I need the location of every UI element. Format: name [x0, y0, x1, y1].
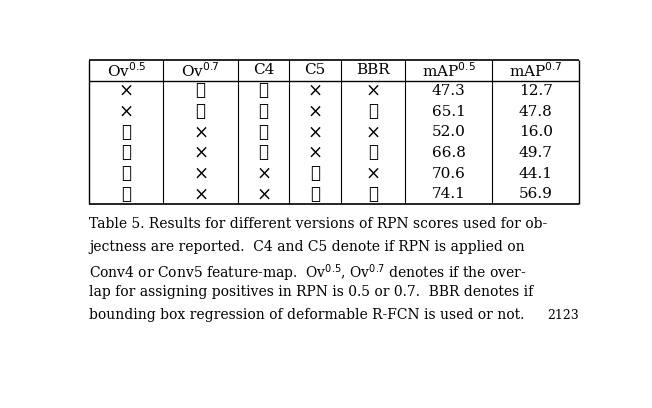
- Text: 44.1: 44.1: [519, 166, 553, 180]
- Text: ×: ×: [366, 123, 381, 141]
- Text: ×: ×: [119, 82, 134, 100]
- Text: ✓: ✓: [310, 165, 320, 182]
- Text: 65.1: 65.1: [432, 104, 466, 119]
- Text: ✓: ✓: [121, 144, 131, 161]
- Text: 56.9: 56.9: [519, 187, 553, 201]
- Text: ×: ×: [308, 123, 323, 141]
- Text: ✓: ✓: [259, 124, 269, 141]
- Text: 47.8: 47.8: [519, 104, 553, 119]
- Text: lap for assigning positives in RPN is 0.5 or 0.7.  BBR denotes if: lap for assigning positives in RPN is 0.…: [89, 285, 533, 299]
- Text: ✓: ✓: [259, 144, 269, 161]
- Text: 52.0: 52.0: [432, 125, 466, 139]
- Text: ×: ×: [366, 164, 381, 182]
- Text: ✓: ✓: [368, 186, 378, 203]
- Text: 74.1: 74.1: [432, 187, 466, 201]
- Text: ✓: ✓: [259, 103, 269, 120]
- Text: ×: ×: [256, 185, 271, 203]
- Text: 16.0: 16.0: [519, 125, 553, 139]
- Text: bounding box regression of deformable R-FCN is used or not.: bounding box regression of deformable R-…: [89, 308, 524, 322]
- Text: ×: ×: [308, 82, 323, 100]
- Text: Table 5. Results for different versions of RPN scores used for ob-: Table 5. Results for different versions …: [89, 217, 547, 231]
- Text: ×: ×: [193, 144, 208, 162]
- Text: C4: C4: [253, 63, 274, 77]
- Text: ✓: ✓: [121, 124, 131, 141]
- Text: ✓: ✓: [368, 144, 378, 161]
- Text: 12.7: 12.7: [519, 84, 553, 98]
- Text: 49.7: 49.7: [519, 146, 553, 160]
- Text: C5: C5: [304, 63, 326, 77]
- Text: ×: ×: [308, 102, 323, 121]
- Text: ✓: ✓: [121, 186, 131, 203]
- Text: ✓: ✓: [196, 82, 205, 100]
- Text: Conv4 or Conv5 feature-map.  Ov$^{0.5}$, Ov$^{0.7}$ denotes if the over-: Conv4 or Conv5 feature-map. Ov$^{0.5}$, …: [89, 262, 526, 284]
- Text: ×: ×: [366, 82, 381, 100]
- Text: ×: ×: [193, 123, 208, 141]
- Text: ✓: ✓: [368, 103, 378, 120]
- Text: ✓: ✓: [310, 186, 320, 203]
- Text: $\mathregular{Ov}^{0.5}$: $\mathregular{Ov}^{0.5}$: [107, 61, 146, 80]
- Text: BBR: BBR: [357, 63, 390, 77]
- Text: ×: ×: [308, 144, 323, 162]
- Text: 66.8: 66.8: [432, 146, 466, 160]
- Text: 2123: 2123: [548, 309, 579, 322]
- Text: 47.3: 47.3: [432, 84, 466, 98]
- Text: ✓: ✓: [121, 165, 131, 182]
- Text: jectness are reported.  C4 and C5 denote if RPN is applied on: jectness are reported. C4 and C5 denote …: [89, 239, 525, 254]
- Text: $\mathregular{mAP}^{0.7}$: $\mathregular{mAP}^{0.7}$: [509, 61, 562, 80]
- Text: ×: ×: [256, 164, 271, 182]
- Text: 70.6: 70.6: [432, 166, 466, 180]
- Text: $\mathregular{Ov}^{0.7}$: $\mathregular{Ov}^{0.7}$: [181, 61, 220, 80]
- Text: ✓: ✓: [259, 82, 269, 100]
- Text: ×: ×: [119, 102, 134, 121]
- Text: ×: ×: [193, 164, 208, 182]
- Text: ✓: ✓: [196, 103, 205, 120]
- Text: ×: ×: [193, 185, 208, 203]
- Text: $\mathregular{mAP}^{0.5}$: $\mathregular{mAP}^{0.5}$: [422, 61, 476, 80]
